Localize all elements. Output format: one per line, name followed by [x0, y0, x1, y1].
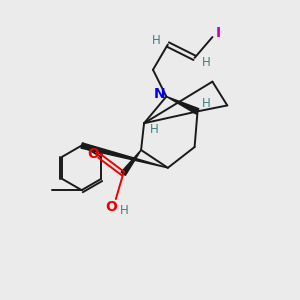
- Polygon shape: [81, 143, 168, 168]
- Text: N: N: [154, 86, 166, 100]
- Polygon shape: [121, 150, 141, 176]
- Text: O: O: [88, 147, 100, 160]
- Text: I: I: [216, 26, 221, 40]
- Text: O: O: [105, 200, 117, 214]
- Text: H: H: [152, 34, 161, 47]
- Polygon shape: [166, 97, 199, 114]
- Text: H: H: [150, 123, 159, 136]
- Text: H: H: [120, 204, 128, 217]
- Text: H: H: [202, 98, 211, 110]
- Text: H: H: [202, 56, 210, 69]
